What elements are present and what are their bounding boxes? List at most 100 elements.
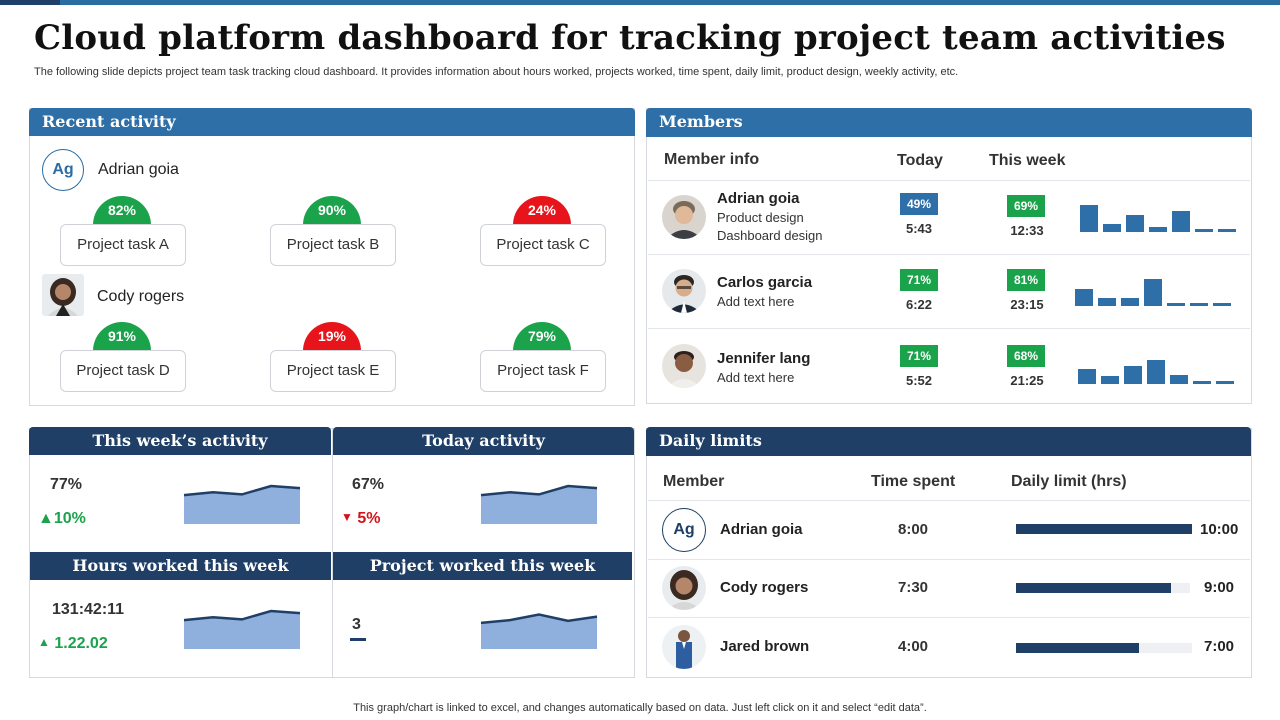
weekly-activity-delta: ▲10%: [38, 510, 86, 528]
task-card-f[interactable]: 79% Project task F: [480, 322, 606, 392]
sparkline-area: [481, 614, 597, 649]
members-divider: [648, 254, 1250, 255]
week-percent-badge: 68%: [1007, 345, 1045, 367]
daily-time-spent: 8:00: [897, 521, 929, 538]
hours-worked-value: 131:42:11: [52, 601, 125, 618]
mini-bar: [1172, 211, 1190, 232]
weekly-mini-bar-chart: [1080, 200, 1240, 232]
page-title: Cloud platform dashboard for tracking pr…: [34, 18, 1226, 58]
daily-col-time-spent: Time spent: [871, 473, 956, 490]
weekly-mini-bar-chart: [1078, 352, 1238, 384]
hours-worked-sparkline: [183, 609, 301, 649]
week-percent-badge: 69%: [1007, 195, 1045, 217]
sparkline-area: [481, 486, 597, 524]
daily-limits-divider: [648, 500, 1250, 501]
person-name-adrian: Adrian goia: [98, 161, 179, 178]
mini-bar: [1218, 229, 1236, 232]
task-card-b[interactable]: 90% Project task B: [270, 196, 396, 266]
top-accent-bar: [0, 0, 1280, 5]
weekly-activity-header: This week’s activity: [29, 427, 331, 455]
mini-bar: [1147, 360, 1165, 384]
mini-bar: [1149, 227, 1167, 232]
today-percent-badge: 71%: [900, 345, 938, 367]
person-name-cody: Cody rogers: [97, 288, 185, 305]
task-card-c[interactable]: 24% Project task C: [480, 196, 606, 266]
mini-bar: [1144, 279, 1162, 306]
task-e-label: Project task E: [270, 350, 396, 392]
member-role-jennifer: Add text here: [717, 370, 795, 385]
today-time: 6:22: [905, 297, 933, 312]
mini-bar: [1103, 224, 1121, 232]
week-time: 21:25: [1010, 373, 1044, 388]
daily-limit-value: 7:00: [1204, 638, 1235, 655]
daily-limits-divider: [648, 559, 1250, 560]
daily-col-limit: Daily limit (hrs): [1011, 473, 1127, 490]
today-time: 5:43: [905, 221, 933, 236]
member-photo-adrian[interactable]: [662, 195, 706, 239]
task-card-d[interactable]: 91% Project task D: [60, 322, 186, 392]
sparkline-line: [183, 609, 301, 622]
mini-bar: [1080, 205, 1098, 232]
avatar-adrian-goia[interactable]: Ag: [42, 149, 84, 191]
down-arrow-icon: ▼: [341, 510, 353, 524]
member-role-adrian-1: Product design: [717, 210, 804, 225]
task-a-label: Project task A: [60, 224, 186, 266]
member-photo-carlos[interactable]: [662, 269, 706, 313]
daily-col-member: Member: [663, 473, 725, 490]
sparkline-area: [184, 611, 300, 649]
sparkline-area: [184, 486, 300, 524]
daily-limit-bar-fill: [1016, 643, 1140, 653]
member-photo-jennifer[interactable]: [662, 344, 706, 388]
today-time: 5:52: [905, 373, 933, 388]
projects-worked-underline: [350, 638, 366, 641]
task-card-e[interactable]: 19% Project task E: [270, 322, 396, 392]
daily-limit-bar-track: [1016, 643, 1192, 653]
activity-divider-vertical: [332, 428, 333, 678]
projects-worked-value: 3: [352, 616, 361, 633]
mini-bar: [1098, 298, 1116, 306]
daily-member-name: Jared brown: [720, 638, 810, 655]
top-accent-segment: [0, 0, 60, 5]
daily-limit-value: 9:00: [1204, 579, 1235, 596]
members-divider: [648, 180, 1250, 181]
daily-member-name: Adrian goia: [720, 521, 803, 538]
daily-limit-value: 10:00: [1200, 521, 1239, 538]
footer-note: This graph/chart is linked to excel, and…: [353, 702, 927, 714]
mini-bar: [1126, 215, 1144, 232]
today-activity-delta-value: 5%: [357, 510, 381, 527]
mini-bar: [1195, 229, 1213, 232]
mini-bar: [1170, 375, 1188, 384]
page-subtitle: The following slide depicts project team…: [34, 66, 959, 78]
task-card-a[interactable]: 82% Project task A: [60, 196, 186, 266]
members-col-week: This week: [989, 152, 1066, 169]
member-role-carlos: Add text here: [717, 294, 795, 309]
week-percent-badge: 81%: [1007, 269, 1045, 291]
avatar-adrian-goia[interactable]: Ag: [662, 508, 706, 552]
task-b-label: Project task B: [270, 224, 396, 266]
members-col-today: Today: [897, 152, 943, 169]
hours-worked-delta-value: 1.22.02: [54, 635, 108, 652]
member-name-carlos: Carlos garcia: [717, 274, 813, 291]
daily-photo-jared[interactable]: [662, 625, 706, 669]
sparkline-line: [480, 484, 598, 497]
mini-bar: [1101, 376, 1119, 384]
mini-bar: [1213, 303, 1231, 306]
daily-limit-bar-track: [1016, 524, 1192, 534]
sparkline-line: [480, 613, 598, 625]
mini-bar: [1190, 303, 1208, 306]
weekly-activity-delta-value: 10%: [53, 510, 86, 527]
daily-limit-bar-track: [1016, 583, 1190, 593]
avatar-cody-rogers[interactable]: [42, 274, 84, 316]
mini-bar: [1078, 369, 1096, 384]
daily-limits-header: Daily limits: [646, 427, 1251, 456]
today-activity-value: 67%: [352, 476, 385, 493]
today-percent-badge: 71%: [900, 269, 938, 291]
weekly-activity-sparkline: [183, 484, 301, 524]
sparkline-line: [183, 484, 301, 497]
up-arrow-icon: ▲: [38, 510, 54, 527]
mini-bar: [1124, 366, 1142, 384]
daily-photo-cody[interactable]: [662, 566, 706, 610]
task-d-label: Project task D: [60, 350, 186, 392]
hours-worked-header: Hours worked this week: [30, 552, 331, 580]
daily-member-name: Cody rogers: [720, 579, 809, 596]
